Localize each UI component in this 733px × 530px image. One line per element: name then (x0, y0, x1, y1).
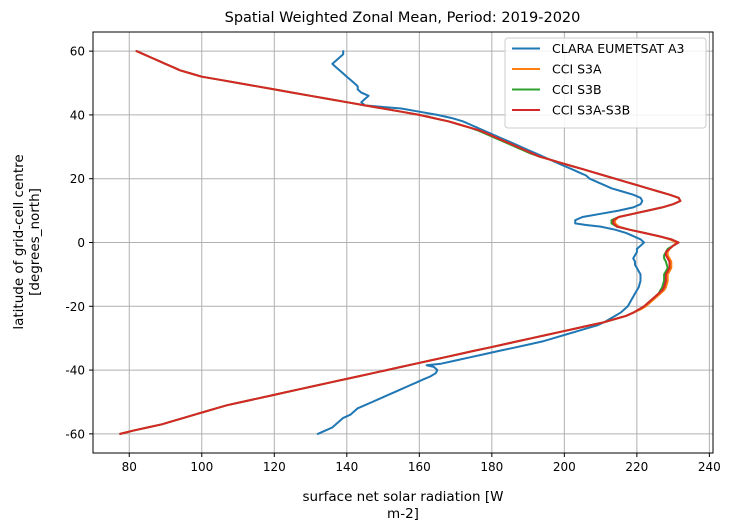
x-axis: 80 100 120 140 160 180 200 220 240 (122, 453, 721, 474)
x-tick-label: 220 (625, 460, 648, 474)
y-axis-label-line-2: [degrees_north] (27, 188, 43, 296)
x-tick-label: 160 (408, 460, 431, 474)
y-axis-label-line-1: latitude of grid-cell centre (11, 154, 27, 329)
y-tick-label: -40 (65, 364, 85, 378)
x-tick-label: 120 (263, 460, 286, 474)
x-axis-label-line-2: m-2] (387, 506, 419, 522)
legend-label: CCI S3A (552, 62, 602, 77)
x-tick-label: 100 (190, 460, 213, 474)
series-lines (119, 50, 682, 435)
chart-title: Spatial Weighted Zonal Mean, Period: 201… (225, 10, 581, 26)
x-tick-label: 80 (122, 460, 137, 474)
legend-box (504, 37, 707, 129)
y-tick-label: 20 (70, 172, 85, 186)
x-tick-label: 180 (480, 460, 503, 474)
y-tick-label: 60 (70, 45, 85, 59)
legend-label: CCI S3B (552, 82, 602, 97)
x-tick-label: 240 (698, 460, 721, 474)
y-tick-label: 0 (77, 236, 85, 250)
y-tick-label: -60 (65, 427, 85, 441)
legend: CLARA EUMETSAT A3 CCI S3A CCI S3B CCI S3A-S… (504, 37, 707, 129)
legend-label: CLARA EUMETSAT A3 (552, 41, 684, 56)
x-tick-label: 140 (335, 460, 358, 474)
series-line-clara-eumetsat-a3 (316, 50, 646, 435)
x-tick-label: 200 (553, 460, 576, 474)
legend-items: CLARA EUMETSAT A3 CCI S3A CCI S3B CCI S3A-S… (512, 41, 684, 118)
y-tick-label: 40 (70, 108, 85, 122)
legend-label: CCI S3A-S3B (552, 103, 630, 118)
series-line-cci-s3a-s3b (119, 50, 682, 435)
y-axis: -60 -40 -20 0 20 40 60 (65, 45, 93, 441)
x-axis-label-line-1: surface net solar radiation [W (303, 489, 504, 505)
y-tick-label: -20 (65, 300, 85, 314)
